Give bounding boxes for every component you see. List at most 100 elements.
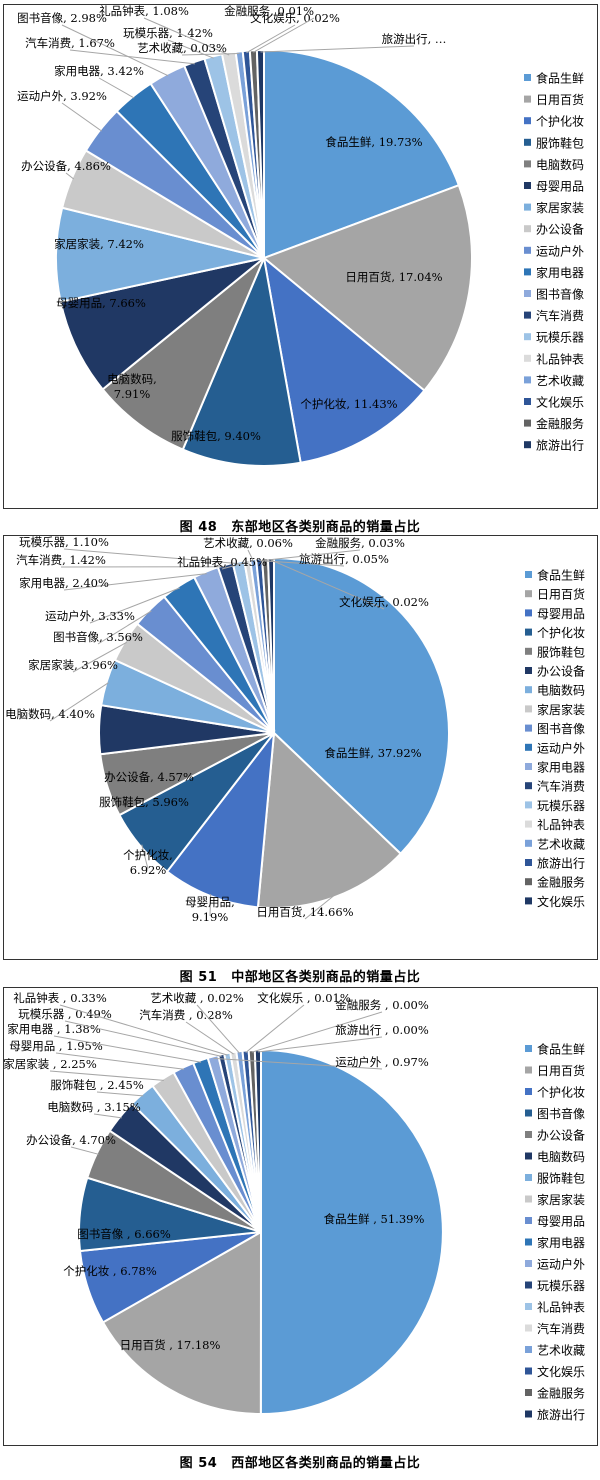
pie-slice [262, 183, 473, 392]
pie-slice [165, 729, 276, 909]
legend-item: 运动户外 [525, 740, 585, 755]
leader-line [53, 1035, 202, 1063]
legend-swatch [524, 95, 531, 103]
legend-label: 文化娱乐 [537, 894, 585, 909]
legend-label: 运动户外 [536, 243, 584, 258]
leader-line [167, 39, 214, 59]
legend-swatch [525, 859, 532, 866]
pie-slice [259, 1048, 444, 1416]
slice-label: 汽车消费, 1.67% [25, 36, 115, 50]
legend-label: 日用百货 [537, 587, 585, 602]
slice-labels: 食品生鲜, 19.73% 日用百货, 17.04% 个护化妆, 11.43% 服饰鞋包… [17, 5, 446, 443]
legend-item: 母婴用品 [524, 180, 584, 194]
legend-swatch [525, 1389, 532, 1396]
legend-label: 图书音像 [536, 287, 584, 302]
pie-chart-central: 食品生鲜, 37.92% 日用百货, 14.66% 母婴用品, 9.19% 个护化妆, 6… [5, 536, 585, 924]
figure-caption-west: 图 54 西部地区各类别商品的销量占比 [0, 1452, 600, 1471]
slice-label: 图书音像, 2.98% [17, 11, 107, 25]
pie-slice [181, 254, 302, 467]
chart-panel-central: 食品生鲜, 37.92% 日用百货, 14.66% 母婴用品, 9.19% 个护化妆, 6… [3, 535, 598, 960]
leader-line [59, 1004, 228, 1056]
leader-line [69, 49, 196, 65]
legend-label: 家居家装 [536, 200, 584, 215]
pie-slice [262, 255, 426, 464]
legend-label: 个护化妆 [537, 1086, 585, 1100]
slice-label: 日用百货 , 17.18% [120, 1338, 221, 1352]
slice-label: 电脑数码, 4.40% [5, 707, 95, 721]
legend-swatch [525, 1303, 532, 1310]
legend-swatch [524, 225, 531, 233]
legend-swatch [525, 897, 532, 905]
legend-swatch [525, 1238, 532, 1246]
legend-item: 艺术收藏 [525, 837, 585, 851]
legend: 食品生鲜日用百货个护化妆图书音像办公设备电脑数码服饰鞋包家居家装母婴用品家用电器… [525, 1042, 585, 1422]
figure-number: 图 54 [179, 1456, 218, 1471]
legend-swatch [525, 801, 532, 809]
pie-slices [55, 48, 473, 467]
slice-label: 母婴用品 , 1.95% [9, 1039, 103, 1053]
legend-item: 服饰鞋包 [525, 644, 585, 659]
leader-line [98, 77, 135, 99]
legend-label: 个护化妆 [537, 626, 585, 640]
legend-item: 金融服务 [524, 416, 584, 431]
legend-label: 汽车消费 [537, 1321, 585, 1336]
legend-item: 礼品钟表 [524, 351, 584, 366]
pie-chart-east: 食品生鲜, 19.73% 日用百货, 17.04% 个护化妆, 11.43% 服饰鞋包… [17, 5, 584, 467]
legend-swatch [524, 74, 531, 81]
slice-label: 旅游出行, … [382, 32, 447, 46]
legend-label: 金融服务 [537, 1386, 585, 1401]
figure-title: 东部地区各类别商品的销量占比 [231, 520, 421, 535]
pie-slices [98, 556, 450, 909]
leader-line [63, 573, 207, 591]
legend-label: 旅游出行 [537, 857, 585, 871]
leader-line [96, 1091, 144, 1097]
legend-swatch [524, 182, 531, 189]
legend-swatch [525, 628, 532, 636]
legend-item: 个护化妆 [524, 115, 584, 129]
slice-label: 日用百货, 17.04% [345, 270, 442, 284]
legend-label: 旅游出行 [537, 1408, 585, 1422]
leader-line [196, 1004, 240, 1054]
slice-label: 服饰鞋包, 5.96% [99, 795, 189, 809]
figure-number: 图 48 [179, 520, 218, 535]
legend-item: 艺术收藏 [525, 1344, 585, 1358]
legend-label: 家居家装 [537, 1192, 585, 1207]
legend-swatch [525, 820, 532, 828]
leader-line [63, 548, 239, 565]
slice-label: 家居家装, 7.42% [54, 237, 144, 251]
slice-label: 运动户外, 3.92% [17, 89, 107, 103]
pie-slice [273, 556, 450, 856]
slice-label: 金融服务 , 0.00% [335, 998, 429, 1012]
leader-line [251, 1011, 383, 1053]
legend-label: 玩模乐器 [537, 1279, 585, 1293]
legend-label: 日用百货 [536, 92, 584, 107]
legend-label: 运动户外 [537, 740, 585, 755]
legend-swatch [525, 878, 532, 886]
slice-label: 个护化妆, 11.43% [300, 397, 397, 411]
legend-item: 运动户外 [525, 1257, 585, 1272]
legend-swatch [525, 1324, 532, 1332]
legend-swatch [525, 1045, 532, 1052]
slice-label: 家用电器, 2.40% [19, 576, 109, 590]
legend-item: 图书音像 [524, 287, 584, 302]
slice-label: 文化娱乐, 0.02% [339, 595, 429, 609]
slice-label: 玩模乐器, 1.42% [123, 26, 213, 40]
legend-item: 电脑数码 [525, 683, 585, 698]
slice-label: 家用电器 , 1.38% [7, 1022, 101, 1036]
slice-label: 艺术收藏, 0.06% [203, 536, 293, 550]
legend-item: 汽车消费 [524, 308, 584, 323]
legend-label: 礼品钟表 [536, 351, 584, 366]
legend-item: 礼品钟表 [525, 817, 585, 832]
legend-item: 家用电器 [525, 760, 585, 775]
legend-label: 玩模乐器 [537, 799, 585, 813]
legend-swatch [525, 686, 532, 694]
figure-title: 中部地区各类别商品的销量占比 [231, 970, 421, 985]
legend-item: 旅游出行 [525, 857, 585, 871]
leader-line [270, 559, 385, 610]
legend-swatch [525, 763, 532, 770]
legend-label: 电脑数码 [536, 157, 584, 172]
leader-line [65, 172, 75, 180]
slice-label: 汽车消费, 1.42% [16, 553, 106, 567]
legend-item: 个护化妆 [525, 626, 585, 640]
legend-item: 玩模乐器 [525, 1279, 585, 1293]
